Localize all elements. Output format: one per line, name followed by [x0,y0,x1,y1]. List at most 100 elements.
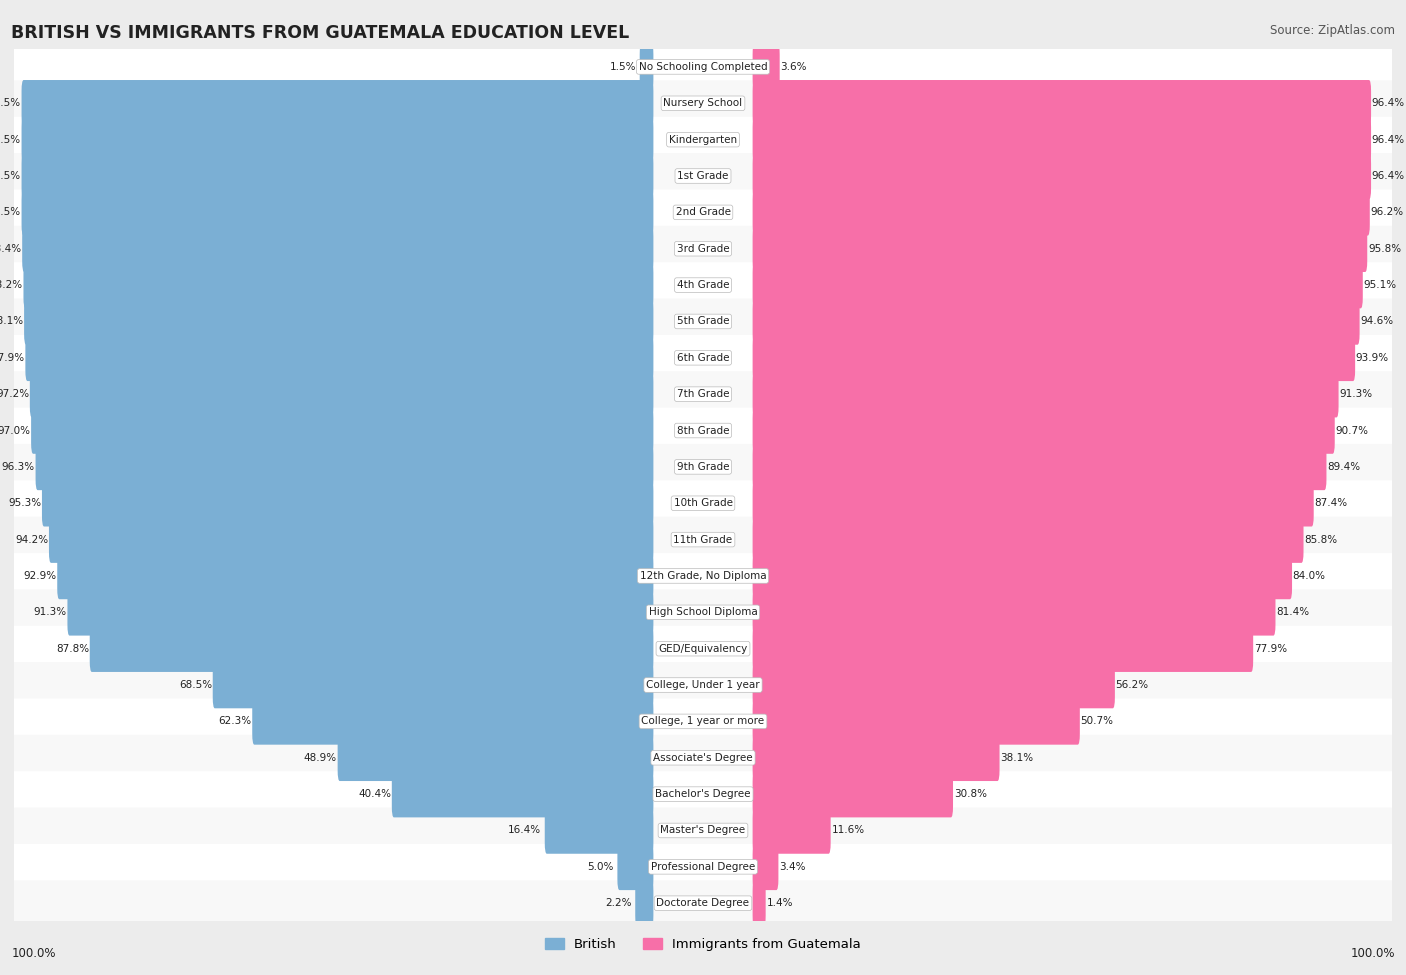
Text: 98.1%: 98.1% [0,317,24,327]
Text: 9th Grade: 9th Grade [676,462,730,472]
Text: Associate's Degree: Associate's Degree [654,753,752,762]
Text: 100.0%: 100.0% [1350,947,1395,960]
Text: 89.4%: 89.4% [1327,462,1360,472]
FancyBboxPatch shape [13,444,1393,489]
Text: Kindergarten: Kindergarten [669,135,737,144]
FancyBboxPatch shape [21,116,654,163]
Text: 3.6%: 3.6% [780,62,807,72]
Text: 96.2%: 96.2% [1371,208,1403,217]
Text: 94.6%: 94.6% [1360,317,1393,327]
FancyBboxPatch shape [212,662,654,708]
FancyBboxPatch shape [42,480,654,526]
Text: 97.2%: 97.2% [0,389,30,399]
Text: 91.3%: 91.3% [1340,389,1372,399]
Text: No Schooling Completed: No Schooling Completed [638,62,768,72]
FancyBboxPatch shape [752,517,1303,563]
Text: 50.7%: 50.7% [1081,717,1114,726]
Text: 95.3%: 95.3% [8,498,41,508]
FancyBboxPatch shape [24,298,654,345]
Text: 95.8%: 95.8% [1368,244,1400,254]
FancyBboxPatch shape [640,44,654,91]
Text: 2nd Grade: 2nd Grade [675,208,731,217]
FancyBboxPatch shape [13,189,1393,235]
FancyBboxPatch shape [30,370,654,417]
FancyBboxPatch shape [752,262,1362,308]
Text: Source: ZipAtlas.com: Source: ZipAtlas.com [1270,24,1395,37]
Text: 1.5%: 1.5% [610,62,637,72]
FancyBboxPatch shape [752,807,831,854]
FancyBboxPatch shape [13,844,1393,890]
FancyBboxPatch shape [13,408,1393,453]
Text: Doctorate Degree: Doctorate Degree [657,898,749,908]
Text: 96.4%: 96.4% [1372,171,1405,181]
Text: 10th Grade: 10th Grade [673,498,733,508]
Text: 2.2%: 2.2% [606,898,631,908]
FancyBboxPatch shape [544,807,654,854]
FancyBboxPatch shape [13,553,1393,599]
Text: College, Under 1 year: College, Under 1 year [647,680,759,690]
Text: Nursery School: Nursery School [664,98,742,108]
FancyBboxPatch shape [24,262,654,308]
FancyBboxPatch shape [752,444,1326,490]
FancyBboxPatch shape [13,80,1393,126]
Text: BRITISH VS IMMIGRANTS FROM GUATEMALA EDUCATION LEVEL: BRITISH VS IMMIGRANTS FROM GUATEMALA EDU… [11,24,630,42]
Text: 5th Grade: 5th Grade [676,317,730,327]
Text: GED/Equivalency: GED/Equivalency [658,644,748,653]
FancyBboxPatch shape [752,116,1371,163]
FancyBboxPatch shape [31,408,654,453]
FancyBboxPatch shape [13,298,1393,344]
Text: 97.9%: 97.9% [0,353,25,363]
FancyBboxPatch shape [13,698,1393,744]
FancyBboxPatch shape [13,662,1393,708]
FancyBboxPatch shape [13,771,1393,817]
FancyBboxPatch shape [49,517,654,563]
Text: 16.4%: 16.4% [508,826,541,836]
Text: 98.5%: 98.5% [0,135,21,144]
FancyBboxPatch shape [752,480,1313,526]
Text: 87.4%: 87.4% [1315,498,1347,508]
Text: 98.4%: 98.4% [0,244,21,254]
Text: 48.9%: 48.9% [304,753,337,762]
Text: 96.3%: 96.3% [1,462,35,472]
FancyBboxPatch shape [35,444,654,490]
Text: 98.2%: 98.2% [0,280,22,291]
Text: 40.4%: 40.4% [359,789,391,800]
Text: 7th Grade: 7th Grade [676,389,730,399]
FancyBboxPatch shape [752,698,1080,745]
FancyBboxPatch shape [13,880,1393,926]
FancyBboxPatch shape [392,771,654,817]
Text: 93.9%: 93.9% [1355,353,1389,363]
Text: 84.0%: 84.0% [1292,571,1326,581]
Text: 68.5%: 68.5% [179,680,212,690]
FancyBboxPatch shape [90,625,654,672]
Text: 4th Grade: 4th Grade [676,280,730,291]
Text: 94.2%: 94.2% [15,534,48,545]
Text: 96.4%: 96.4% [1372,98,1405,108]
FancyBboxPatch shape [752,153,1371,199]
FancyBboxPatch shape [13,481,1393,526]
Text: 62.3%: 62.3% [218,717,252,726]
Text: 98.5%: 98.5% [0,208,21,217]
FancyBboxPatch shape [752,662,1115,708]
FancyBboxPatch shape [752,589,1275,636]
FancyBboxPatch shape [752,80,1371,127]
FancyBboxPatch shape [13,735,1393,781]
FancyBboxPatch shape [752,408,1334,453]
FancyBboxPatch shape [13,626,1393,672]
Text: Master's Degree: Master's Degree [661,826,745,836]
FancyBboxPatch shape [13,226,1393,272]
Text: 96.4%: 96.4% [1372,135,1405,144]
Text: College, 1 year or more: College, 1 year or more [641,717,765,726]
Text: 90.7%: 90.7% [1336,425,1368,436]
Text: 81.4%: 81.4% [1277,607,1309,617]
FancyBboxPatch shape [752,298,1360,345]
FancyBboxPatch shape [752,189,1369,236]
FancyBboxPatch shape [21,153,654,199]
FancyBboxPatch shape [21,189,654,236]
FancyBboxPatch shape [13,371,1393,417]
FancyBboxPatch shape [752,553,1292,600]
FancyBboxPatch shape [752,44,780,91]
Text: 30.8%: 30.8% [953,789,987,800]
FancyBboxPatch shape [752,625,1253,672]
FancyBboxPatch shape [13,153,1393,199]
